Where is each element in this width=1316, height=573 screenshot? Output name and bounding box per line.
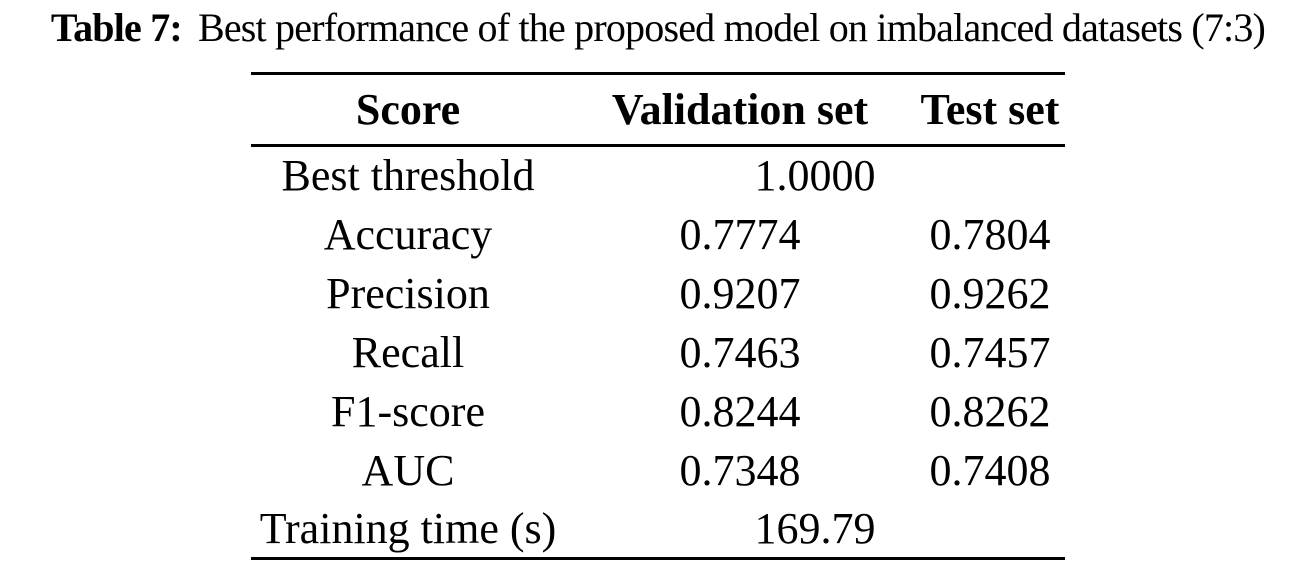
test-value: 0.9262 bbox=[929, 268, 1051, 318]
column-header-test-set: Test set bbox=[920, 85, 1060, 134]
table-row-auc: AUC 0.7348 0.7408 bbox=[251, 441, 1065, 500]
table-row-recall: Recall 0.7463 0.7457 bbox=[251, 323, 1065, 382]
column-header-score: Score bbox=[355, 85, 461, 134]
validation-value: 0.7463 bbox=[679, 327, 801, 377]
test-value: 0.7804 bbox=[929, 209, 1051, 259]
table-caption: Table 7: Best performance of the proposed… bbox=[0, 4, 1316, 52]
row-label: Best threshold bbox=[281, 151, 535, 201]
caption-text: Best performance of the proposed model o… bbox=[197, 5, 1266, 50]
table-row-best-threshold: Best threshold 1.0000 bbox=[251, 146, 1065, 205]
row-label: Precision bbox=[326, 268, 490, 318]
spanned-value: 1.0000 bbox=[754, 151, 876, 201]
test-value: 0.7408 bbox=[929, 445, 1051, 495]
row-label: Training time (s) bbox=[259, 503, 557, 553]
validation-value: 0.9207 bbox=[679, 268, 801, 318]
caption-number-label: Table 7: bbox=[50, 5, 183, 50]
table-row-precision: Precision 0.9207 0.9262 bbox=[251, 264, 1065, 323]
table-row-training-time: Training time (s) 169.79 bbox=[251, 500, 1065, 559]
test-value: 0.7457 bbox=[929, 327, 1051, 377]
validation-value: 0.7774 bbox=[679, 209, 801, 259]
results-table: Score Validation set Test set Best thres… bbox=[251, 72, 1065, 560]
table-row-accuracy: Accuracy 0.7774 0.7804 bbox=[251, 205, 1065, 264]
test-value: 0.8262 bbox=[929, 386, 1051, 436]
row-label: F1-score bbox=[331, 386, 485, 436]
spanned-value: 169.79 bbox=[754, 503, 876, 553]
header-row: Score Validation set Test set bbox=[251, 74, 1065, 146]
validation-value: 0.8244 bbox=[679, 386, 801, 436]
column-header-validation-set: Validation set bbox=[611, 85, 869, 134]
row-label: Recall bbox=[351, 327, 465, 377]
row-label: AUC bbox=[361, 445, 455, 495]
row-label: Accuracy bbox=[323, 209, 493, 259]
table-row-f1-score: F1-score 0.8244 0.8262 bbox=[251, 382, 1065, 441]
validation-value: 0.7348 bbox=[679, 445, 801, 495]
